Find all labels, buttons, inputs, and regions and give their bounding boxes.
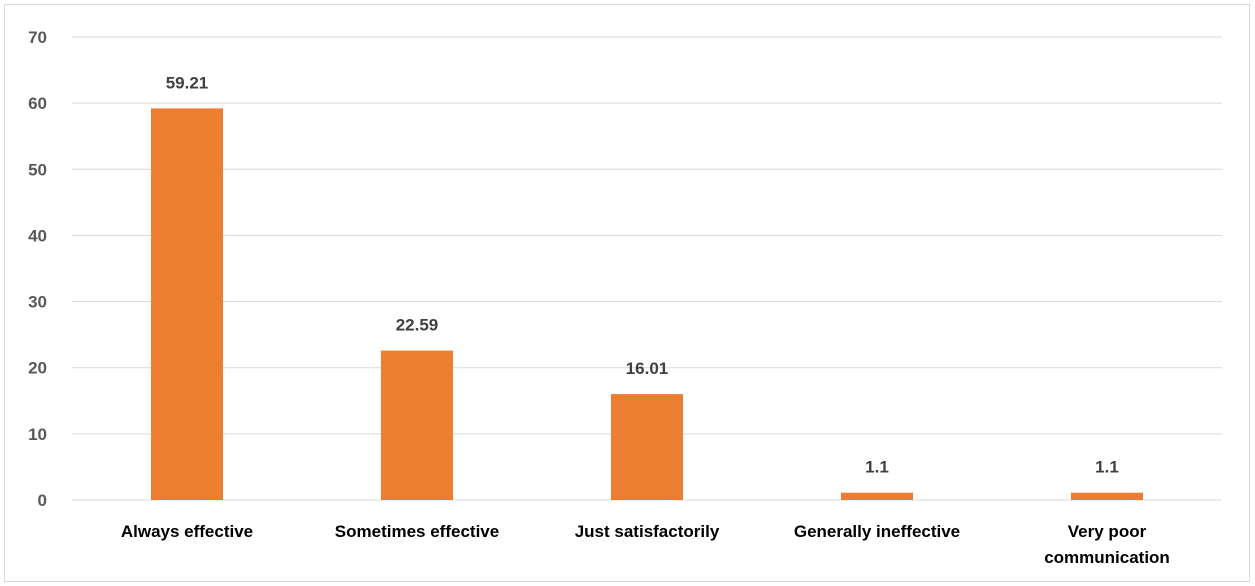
bar [611, 394, 683, 500]
data-labels: 59.21 22.59 16.01 1.1 1.1 [166, 73, 1119, 476]
category-label: Always effective [121, 522, 253, 541]
data-label: 59.21 [166, 73, 209, 92]
y-tick-label: 40 [28, 226, 47, 245]
category-labels: Always effective Sometimes effective Just … [121, 522, 1170, 567]
data-label: 22.59 [396, 316, 439, 335]
y-tick-label: 30 [28, 293, 47, 312]
bar [841, 492, 913, 500]
category-label: Just satisfactorily [575, 522, 720, 541]
data-label: 1.1 [865, 458, 889, 477]
y-tick-label: 60 [28, 94, 47, 113]
y-tick-label: 10 [28, 425, 47, 444]
bar [381, 350, 453, 500]
y-axis-ticks: 0 10 20 30 40 50 60 70 [28, 28, 47, 510]
data-label: 16.01 [626, 359, 669, 378]
bars [151, 108, 1143, 501]
gridlines [72, 36, 1222, 501]
category-label: Generally ineffective [794, 522, 960, 541]
y-tick-label: 0 [38, 491, 47, 510]
bar [1071, 492, 1143, 500]
y-tick-label: 20 [28, 359, 47, 378]
data-label: 1.1 [1095, 458, 1119, 477]
y-tick-label: 50 [28, 160, 47, 179]
bar [151, 108, 223, 501]
y-tick-label: 70 [28, 28, 47, 47]
category-label: Sometimes effective [335, 522, 499, 541]
category-label: Very poor communication [1044, 522, 1170, 567]
